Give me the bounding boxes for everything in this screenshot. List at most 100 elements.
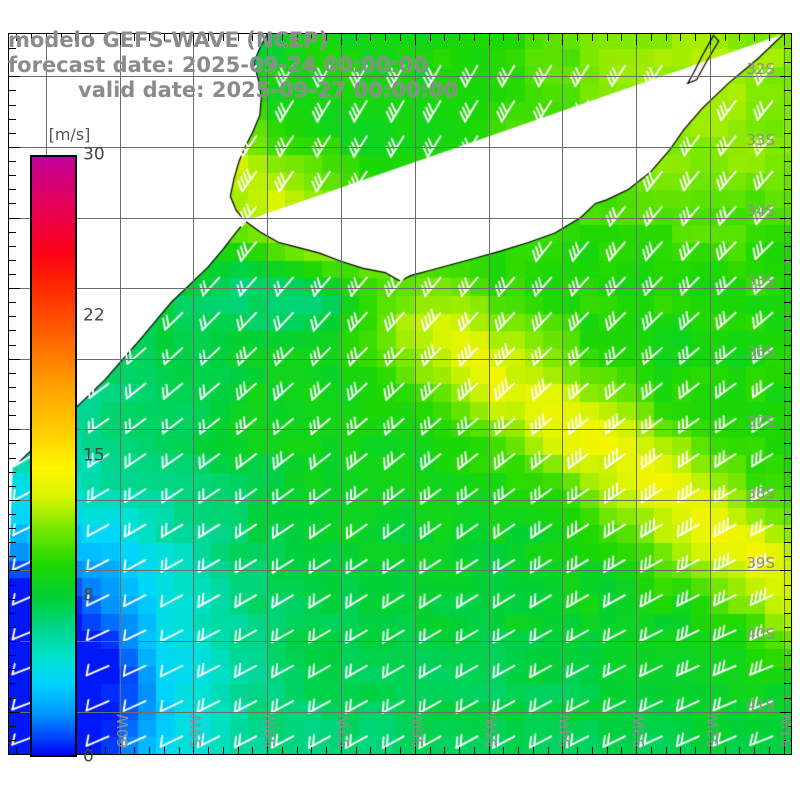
lat-tick bbox=[784, 655, 791, 657]
lat-tick bbox=[784, 203, 791, 205]
lat-tick bbox=[9, 584, 16, 586]
parallel-line bbox=[9, 641, 791, 643]
lat-tick bbox=[9, 259, 16, 261]
latitude-label: 32S bbox=[746, 60, 775, 79]
lat-tick bbox=[9, 48, 16, 50]
latitude-label: 33S bbox=[746, 130, 775, 149]
lat-tick bbox=[9, 175, 16, 177]
lon-tick bbox=[237, 747, 239, 754]
lat-tick bbox=[784, 471, 791, 473]
lat-tick bbox=[9, 203, 16, 205]
lon-tick bbox=[355, 34, 357, 41]
lat-tick bbox=[784, 189, 791, 191]
lat-tick bbox=[9, 76, 20, 78]
latitude-label: 35S bbox=[746, 272, 775, 291]
lat-tick bbox=[9, 118, 16, 120]
lon-tick bbox=[119, 743, 121, 754]
lat-tick bbox=[780, 711, 791, 713]
lon-tick bbox=[724, 747, 726, 754]
lon-tick bbox=[562, 34, 564, 45]
lon-tick bbox=[444, 34, 446, 41]
meridian-line bbox=[267, 34, 269, 754]
lon-tick bbox=[783, 743, 785, 754]
lat-tick bbox=[9, 132, 16, 134]
lon-tick bbox=[518, 747, 520, 754]
lon-tick bbox=[547, 34, 549, 41]
lon-tick bbox=[488, 743, 490, 754]
lon-tick bbox=[178, 34, 180, 41]
lat-tick bbox=[9, 570, 20, 572]
lat-tick bbox=[9, 316, 16, 318]
meridian-line bbox=[709, 34, 711, 754]
lon-tick bbox=[326, 747, 328, 754]
lat-tick bbox=[9, 725, 16, 727]
lat-tick bbox=[9, 231, 16, 233]
lon-tick bbox=[444, 747, 446, 754]
lon-tick bbox=[577, 747, 579, 754]
lat-tick bbox=[784, 372, 791, 374]
lat-tick bbox=[780, 429, 791, 431]
longitude-label: 57W bbox=[334, 714, 353, 748]
lon-tick bbox=[134, 747, 136, 754]
lon-tick bbox=[783, 34, 785, 45]
lon-tick bbox=[429, 34, 431, 41]
lon-tick bbox=[695, 34, 697, 41]
meridian-line bbox=[783, 34, 785, 754]
lat-tick bbox=[9, 217, 20, 219]
lon-tick bbox=[532, 34, 534, 41]
lat-tick bbox=[9, 485, 16, 487]
lat-tick bbox=[784, 316, 791, 318]
meridian-line bbox=[636, 34, 638, 754]
lon-tick bbox=[650, 34, 652, 41]
colorbar-tick-label: 22 bbox=[83, 305, 105, 326]
lat-tick bbox=[784, 274, 791, 275]
lat-tick bbox=[784, 443, 791, 445]
lon-tick bbox=[326, 34, 328, 41]
lat-tick bbox=[9, 683, 16, 685]
latitude-label: 40S bbox=[746, 625, 775, 644]
longitude-label: 56W bbox=[408, 714, 427, 748]
lon-tick bbox=[104, 747, 106, 754]
lat-tick bbox=[9, 626, 16, 628]
lat-tick bbox=[9, 443, 16, 445]
lat-tick bbox=[9, 429, 20, 431]
lon-tick bbox=[429, 747, 431, 754]
colorbar-tick-label: 8 bbox=[83, 586, 94, 607]
lat-tick bbox=[784, 231, 791, 233]
lat-tick bbox=[784, 302, 791, 304]
lat-tick bbox=[780, 499, 791, 501]
lon-tick bbox=[768, 747, 770, 754]
lon-tick bbox=[503, 34, 505, 41]
meridian-line bbox=[340, 34, 342, 754]
parallel-line bbox=[9, 570, 791, 572]
lat-tick bbox=[9, 514, 16, 515]
lon-tick bbox=[296, 34, 298, 41]
lon-tick bbox=[459, 34, 461, 41]
parallel-line bbox=[9, 499, 791, 501]
lon-tick bbox=[60, 34, 62, 41]
lon-tick bbox=[547, 747, 549, 754]
parallel-line bbox=[9, 429, 791, 431]
lon-tick bbox=[768, 34, 770, 41]
lon-tick bbox=[503, 747, 505, 754]
parallel-line bbox=[9, 358, 791, 360]
lon-tick bbox=[400, 747, 401, 754]
lat-tick bbox=[9, 739, 16, 741]
longitude-label: 59W bbox=[187, 714, 206, 748]
lat-tick bbox=[784, 739, 791, 741]
longitude-label: 51W bbox=[777, 714, 792, 748]
colorbar: [m/s] 30 22 15 8 0 bbox=[30, 125, 105, 767]
lon-tick bbox=[45, 34, 47, 45]
lon-tick bbox=[119, 34, 121, 45]
lat-tick bbox=[784, 48, 791, 50]
longitude-label: 55W bbox=[482, 714, 501, 748]
lat-tick bbox=[9, 542, 16, 544]
meridian-line bbox=[488, 34, 490, 754]
lat-tick bbox=[9, 386, 16, 388]
lat-tick bbox=[784, 542, 791, 544]
lat-tick bbox=[9, 598, 16, 600]
lat-tick bbox=[9, 62, 16, 64]
lat-tick bbox=[784, 330, 791, 332]
